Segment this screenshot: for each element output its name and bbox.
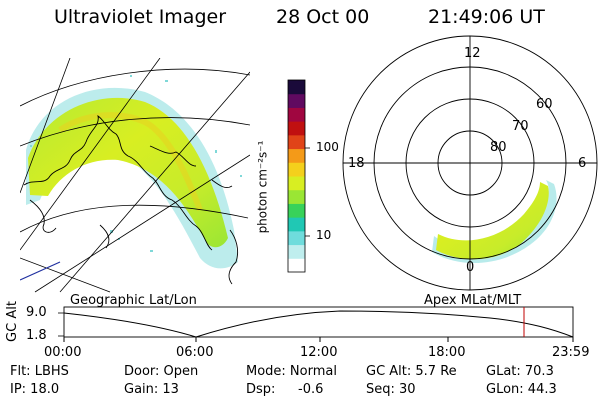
altitude-xtick-1800: 18:00 [428, 345, 466, 360]
mlt-hour-0: 0 [466, 260, 475, 275]
altitude-xtick-0600: 06:00 [176, 345, 214, 360]
status-glon: GLon: 44.3 [486, 382, 557, 397]
geo-panel-label: Geographic Lat/Lon [70, 293, 197, 308]
colorbar-frame [287, 79, 306, 273]
status-dsp-label: Dsp: [246, 382, 276, 397]
mlt-hour-18: 18 [348, 156, 365, 171]
status-glat: GLat: 70.3 [486, 364, 554, 379]
status-mode: Mode: Normal [246, 364, 337, 379]
colorbar-band [288, 162, 305, 177]
altitude-xtick-2359: 23:59 [552, 345, 590, 360]
colorbar-band [288, 230, 305, 246]
mlt-panel-label: Apex MLat/MLT [424, 293, 522, 308]
colorbar-band [288, 189, 305, 204]
geographic-map [20, 58, 250, 293]
colorbar-band [288, 121, 305, 136]
colorbar-band [288, 203, 305, 218]
mlt-lat-80: 80 [490, 140, 507, 155]
colorbar-band [288, 80, 305, 95]
status-gain: Gain: 13 [124, 382, 179, 397]
status-seq: Seq: 30 [366, 382, 416, 397]
status-door: Door: Open [124, 364, 199, 379]
colorbar-band [288, 148, 305, 163]
terminator-line [20, 261, 61, 281]
colorbar-tick-10: 10 [316, 228, 332, 242]
altitude-ytick-1-8: 1.8 [26, 328, 47, 343]
colorbar [288, 80, 305, 273]
colorbar-band [288, 244, 305, 259]
mlt-lat-60: 60 [536, 97, 553, 112]
mlt-lat-70: 70 [512, 119, 529, 134]
colorbar-band [288, 176, 305, 191]
colorbar-band [288, 258, 305, 273]
altitude-xtick-1200: 12:00 [300, 345, 338, 360]
status-ip: IP: 18.0 [10, 382, 60, 397]
altitude-curve [63, 310, 574, 338]
colorbar-band [288, 93, 305, 108]
altitude-ylabel: GC Alt [4, 301, 20, 342]
altitude-xtick-0000: 00:00 [44, 345, 82, 360]
colorbar-band [288, 107, 305, 122]
aurora-halo-mlt [432, 180, 557, 264]
mlt-hour-12: 12 [464, 46, 481, 61]
status-gc-alt: GC Alt: 5.7 Re [366, 364, 457, 379]
date-label: 28 Oct 00 [276, 6, 370, 28]
aurora-oval-geo [28, 97, 228, 248]
colorbar-unit-label: photon cm⁻²s⁻¹ [255, 140, 270, 234]
altitude-plot [58, 306, 574, 342]
mlt-polar-plot [342, 35, 598, 291]
time-label: 21:49:06 UT [428, 6, 545, 28]
colorbar-tick-100: 100 [316, 140, 339, 154]
aurora-oval-mlt [436, 182, 549, 260]
geo-grid [20, 58, 250, 293]
altitude-ytick-9: 9.0 [26, 305, 47, 320]
status-filter: Flt: LBHS [10, 364, 69, 379]
noise-speckles [30, 75, 242, 252]
status-dsp-value: -0.6 [298, 382, 324, 397]
colorbar-band [288, 134, 305, 150]
colorbar-band [288, 217, 305, 232]
mlt-hour-6: 6 [578, 156, 587, 171]
instrument-title: Ultraviolet Imager [54, 6, 227, 28]
